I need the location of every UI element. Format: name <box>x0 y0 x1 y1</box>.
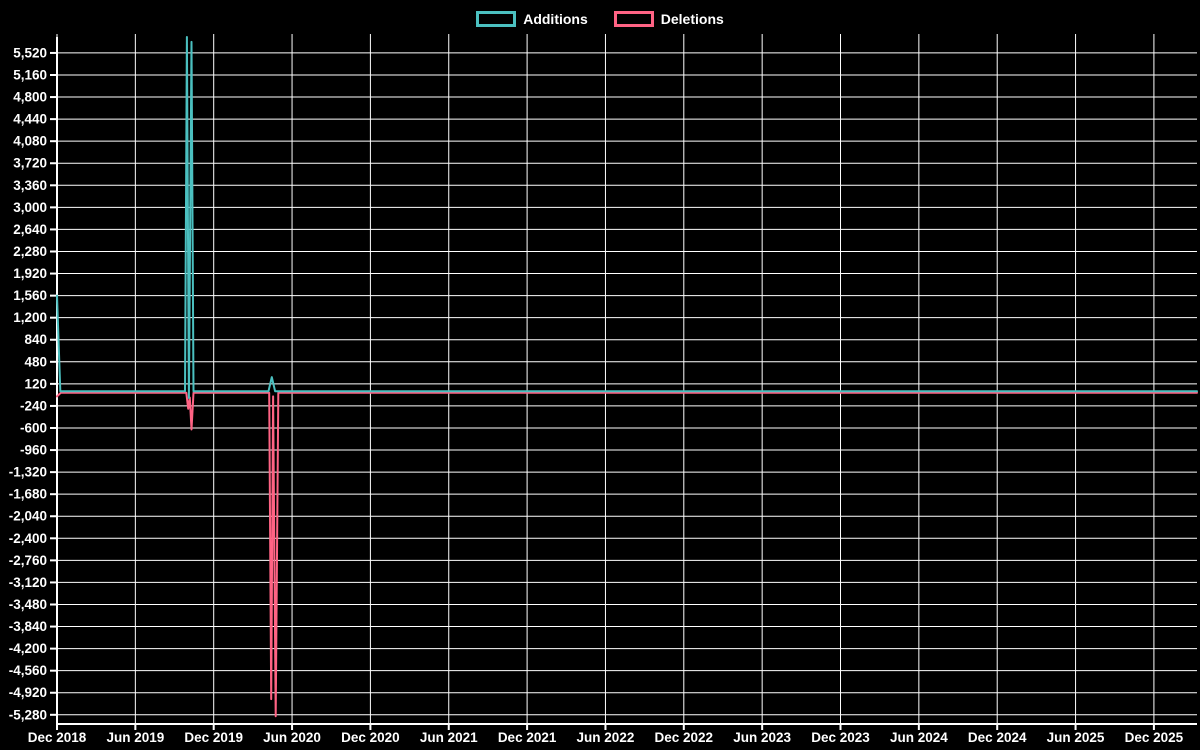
y-tick-label: -3,840 <box>9 619 47 634</box>
y-tick-label: -4,920 <box>9 685 47 700</box>
x-tick-label: Dec 2022 <box>655 730 714 745</box>
additions-swatch <box>476 11 517 27</box>
y-tick-label: -4,560 <box>9 663 47 678</box>
deletions-line <box>56 391 1198 718</box>
legend-item-deletions[interactable]: Deletions <box>613 11 724 27</box>
y-tick-label: 4,440 <box>13 112 47 127</box>
y-tick-label: -3,120 <box>9 575 47 590</box>
legend-label-deletions: Deletions <box>660 11 724 27</box>
x-tick-label: Jun 2025 <box>1047 730 1105 745</box>
additions-line <box>56 36 1198 399</box>
y-tick-label: 1,200 <box>13 310 47 325</box>
y-tick-label: 5,520 <box>13 45 47 60</box>
x-tick-label: Dec 2019 <box>184 730 243 745</box>
y-tick-label: 2,640 <box>13 222 47 237</box>
y-tick-label: -1,680 <box>9 487 47 502</box>
x-tick-label: Jun 2024 <box>890 730 948 745</box>
y-tick-label: -3,480 <box>9 597 47 612</box>
y-tick-label: -1,320 <box>9 465 47 480</box>
x-tick-label: Dec 2024 <box>968 730 1027 745</box>
x-tick-label: Jun 2021 <box>420 730 478 745</box>
y-tick-label: -5,280 <box>9 707 47 722</box>
legend-label-additions: Additions <box>523 11 588 27</box>
y-tick-label: -4,200 <box>9 641 47 656</box>
y-tick-label: 4,080 <box>13 134 47 149</box>
x-tick-label: Dec 2018 <box>28 730 87 745</box>
y-tick-label: 5,160 <box>13 67 47 82</box>
x-tick-label: Dec 2020 <box>341 730 400 745</box>
deletions-swatch <box>613 11 654 27</box>
y-tick-label: 480 <box>24 354 47 369</box>
y-tick-label: 1,560 <box>13 288 47 303</box>
y-tick-label: -240 <box>20 398 47 413</box>
x-tick-label: Dec 2021 <box>498 730 557 745</box>
y-tick-label: -960 <box>20 443 47 458</box>
y-tick-label: 120 <box>24 376 47 391</box>
y-tick-label: 3,000 <box>13 200 47 215</box>
y-tick-label: 4,800 <box>13 90 47 105</box>
y-tick-label: -2,040 <box>9 509 47 524</box>
y-tick-label: -600 <box>20 420 47 435</box>
x-tick-label: Jun 2023 <box>733 730 791 745</box>
x-tick-label: Dec 2025 <box>1125 730 1184 745</box>
chart-legend: Additions Deletions <box>0 8 1200 30</box>
y-tick-label: 2,280 <box>13 244 47 259</box>
x-tick-label: Jun 2019 <box>106 730 164 745</box>
legend-item-additions[interactable]: Additions <box>476 11 588 27</box>
x-tick-label: Jun 2022 <box>577 730 635 745</box>
y-tick-label: -2,400 <box>9 531 47 546</box>
x-tick-label: Jun 2020 <box>263 730 321 745</box>
y-tick-label: 840 <box>24 332 47 347</box>
y-tick-label: -2,760 <box>9 553 47 568</box>
x-tick-label: Dec 2023 <box>811 730 870 745</box>
y-tick-label: 3,360 <box>13 178 47 193</box>
y-tick-label: 3,720 <box>13 156 47 171</box>
y-tick-label: 1,920 <box>13 266 47 281</box>
